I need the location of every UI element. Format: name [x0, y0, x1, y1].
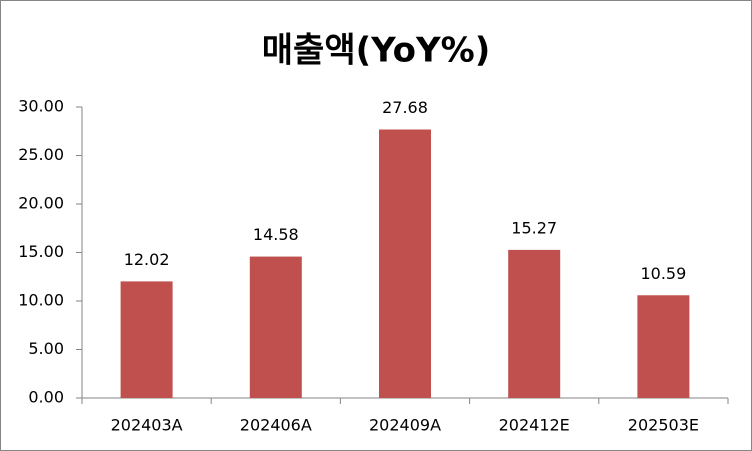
value-label: 14.58 [253, 225, 299, 244]
value-label: 12.02 [124, 250, 170, 269]
x-tick-label: 202403A [111, 416, 183, 435]
y-tick-label: 30.00 [18, 97, 64, 116]
chart-title: 매출액(YoY%) [262, 31, 490, 71]
y-tick-label: 20.00 [18, 194, 64, 213]
y-tick-label: 25.00 [18, 145, 64, 164]
bar [120, 281, 173, 398]
x-tick-label: 202406A [240, 416, 312, 435]
bar [637, 295, 690, 398]
y-tick-label: 5.00 [28, 339, 64, 358]
x-tick-label: 202503E [628, 416, 699, 435]
value-label: 27.68 [382, 98, 428, 117]
value-label: 10.59 [640, 264, 686, 283]
bar [508, 249, 561, 398]
y-tick-label: 0.00 [28, 388, 64, 407]
y-tick-label: 10.00 [18, 291, 64, 310]
y-tick-label: 15.00 [18, 242, 64, 261]
bar [379, 129, 431, 398]
bar [249, 256, 302, 398]
x-tick-label: 202409A [369, 416, 441, 435]
value-label: 15.27 [511, 218, 557, 237]
x-tick-label: 202412E [499, 416, 570, 435]
